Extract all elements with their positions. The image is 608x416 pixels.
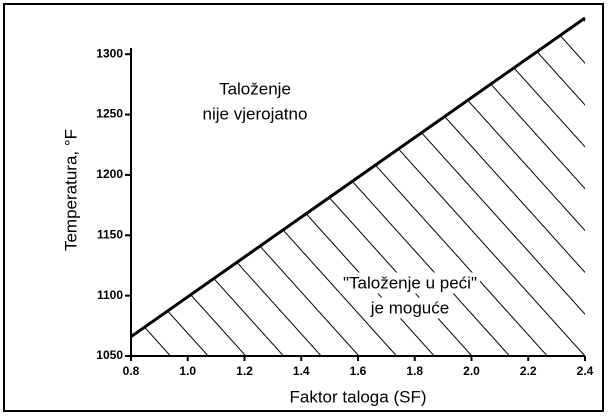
x-tick-label: 1.0 [179, 364, 196, 378]
y-tick-label: 1300 [96, 46, 123, 60]
annotation: nije vjerojatno [203, 104, 308, 123]
boundary-line [130, 16, 586, 338]
x-axis-label: Faktor taloga (SF) [290, 387, 427, 406]
annotation-bg [366, 297, 453, 319]
annotation: Taloženje [219, 79, 291, 98]
x-tick-label: 2.4 [577, 364, 594, 378]
hatched-area [131, 18, 585, 356]
annotation-bg [340, 272, 480, 294]
y-tick-label: 1150 [97, 227, 123, 241]
frame [3, 3, 604, 412]
x-tick-label: 1.8 [406, 364, 423, 378]
x-tick-label: 1.2 [236, 364, 253, 378]
annotation: "Taloženje u peći" [343, 273, 477, 292]
x-tick-label: 1.6 [350, 364, 367, 378]
y-tick-label: 1100 [97, 288, 123, 302]
x-tick-label: 1.4 [293, 364, 310, 378]
y-tick-label: 1250 [96, 107, 123, 121]
annotation: je moguće [370, 298, 449, 317]
y-tick-label: 1050 [96, 348, 123, 362]
x-tick-label: 0.8 [123, 364, 140, 378]
y-axis-label: Temperatura, °F [61, 129, 80, 251]
y-tick-label: 1200 [96, 167, 123, 181]
x-tick-label: 2.2 [520, 364, 537, 378]
x-tick-label: 2.0 [463, 364, 480, 378]
